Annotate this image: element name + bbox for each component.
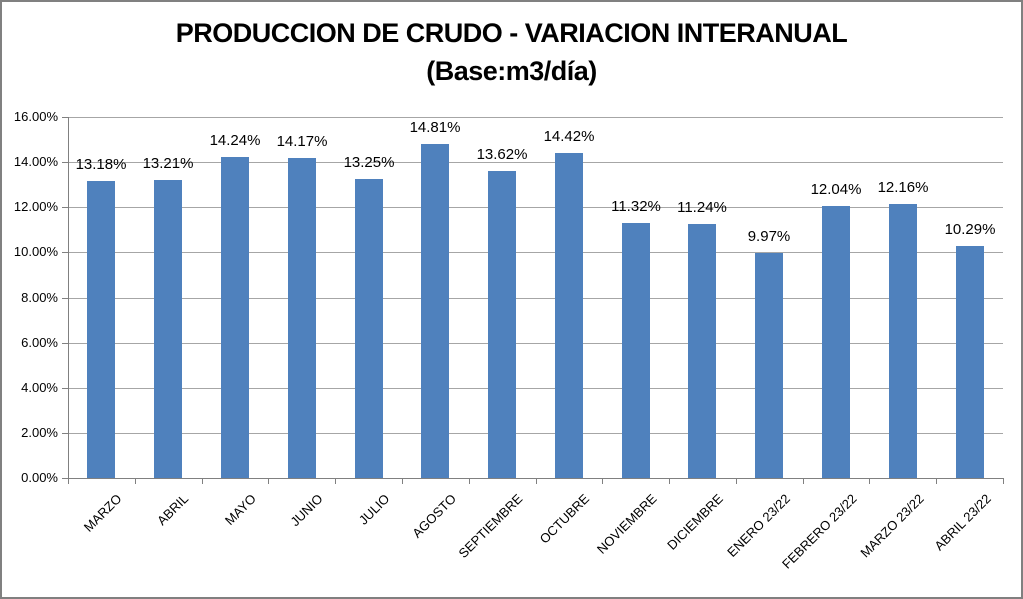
bar-value-label: 13.18% (75, 156, 127, 173)
chart-title: PRODUCCION DE CRUDO - VARIACION INTERANU… (2, 14, 1021, 90)
bar (956, 246, 984, 478)
bar-value-label: 14.17% (276, 133, 328, 150)
bar-value-label: 14.42% (543, 128, 595, 145)
x-axis-category-label: DICIEMBRE (663, 491, 726, 553)
x-axis-tick (68, 478, 69, 484)
bar-value-label: 13.21% (142, 155, 194, 172)
y-axis-tick-label: 4.00% (21, 380, 58, 395)
y-gridline (68, 298, 1003, 299)
bar (755, 253, 783, 478)
y-axis-tick (62, 478, 68, 479)
x-axis-tick (469, 478, 470, 484)
x-axis-line (68, 478, 1003, 479)
x-axis-category-label: AGOSTO (408, 491, 459, 541)
bar-value-label: 9.97% (747, 228, 791, 245)
y-gridline (68, 343, 1003, 344)
bar (688, 224, 716, 478)
bar-value-label: 11.24% (677, 199, 727, 216)
y-axis-tick-label: 6.00% (21, 335, 58, 350)
y-axis-tick-label: 14.00% (13, 154, 58, 169)
x-axis-tick (803, 478, 804, 484)
bar-value-label: 14.24% (209, 132, 261, 149)
x-axis-category-label: MAYO (221, 491, 259, 529)
y-axis-tick-label: 8.00% (21, 290, 58, 305)
x-axis-tick (536, 478, 537, 484)
x-axis-category-label: JULIO (355, 491, 393, 528)
y-axis-tick (62, 298, 68, 299)
bar-value-label: 14.81% (409, 119, 461, 136)
y-gridline (68, 207, 1003, 208)
y-gridline (68, 162, 1003, 163)
x-axis-tick (1003, 478, 1004, 484)
bar-value-label: 12.16% (877, 179, 929, 196)
bar-value-label: 12.04% (810, 181, 862, 198)
bar (822, 206, 850, 478)
bar (221, 157, 249, 478)
bar-value-label: 11.32% (611, 198, 661, 215)
x-axis-tick (335, 478, 336, 484)
x-axis-category-label: NOVIEMBRE (593, 491, 660, 557)
y-gridline (68, 252, 1003, 253)
x-axis-tick (602, 478, 603, 484)
x-axis-tick (268, 478, 269, 484)
y-axis-tick-label: 2.00% (21, 425, 58, 440)
x-axis-tick (402, 478, 403, 484)
x-axis-category-label: JUNIO (287, 491, 326, 530)
bar (154, 180, 182, 478)
y-gridline (68, 117, 1003, 118)
y-axis-tick (62, 252, 68, 253)
bar (355, 179, 383, 478)
y-axis-tick (62, 162, 68, 163)
bar (555, 153, 583, 478)
x-axis-tick (869, 478, 870, 484)
bar (622, 223, 650, 478)
y-axis-tick-label: 12.00% (13, 199, 58, 214)
y-axis-line (68, 117, 69, 479)
x-axis-tick (135, 478, 136, 484)
bar-value-label: 13.62% (476, 146, 528, 163)
x-axis-tick (669, 478, 670, 484)
y-axis-tick (62, 343, 68, 344)
bar (421, 144, 449, 478)
x-axis-tick (202, 478, 203, 484)
chart-title-line2: (Base:m3/día) (426, 56, 597, 86)
y-axis-tick-label: 10.00% (13, 244, 58, 259)
y-gridline (68, 388, 1003, 389)
y-axis-tick-label: 16.00% (13, 109, 58, 124)
x-axis-category-label: ABRIL 23/22 (931, 491, 994, 554)
x-axis-category-label: ABRIL (154, 491, 192, 529)
y-axis-tick (62, 207, 68, 208)
x-axis-category-label: MARZO 23/22 (857, 491, 927, 561)
bar (488, 171, 516, 478)
x-axis-tick (736, 478, 737, 484)
x-axis-category-label: MARZO (80, 491, 125, 535)
y-axis-tick (62, 433, 68, 434)
x-axis-category-label: SEPTIEMBRE (455, 491, 526, 561)
bar (288, 158, 316, 478)
y-axis-tick (62, 117, 68, 118)
bar-value-label: 10.29% (944, 221, 996, 238)
bar (889, 204, 917, 478)
bar-value-label: 13.25% (343, 154, 395, 171)
y-axis-tick-label: 0.00% (21, 470, 58, 485)
y-axis-tick (62, 388, 68, 389)
y-gridline (68, 433, 1003, 434)
x-axis-category-label: OCTUBRE (537, 491, 593, 547)
x-axis-tick (936, 478, 937, 484)
bar (87, 181, 115, 478)
x-axis-category-label: ENERO 23/22 (723, 491, 793, 560)
chart-title-line1: PRODUCCION DE CRUDO - VARIACION INTERANU… (175, 18, 848, 48)
